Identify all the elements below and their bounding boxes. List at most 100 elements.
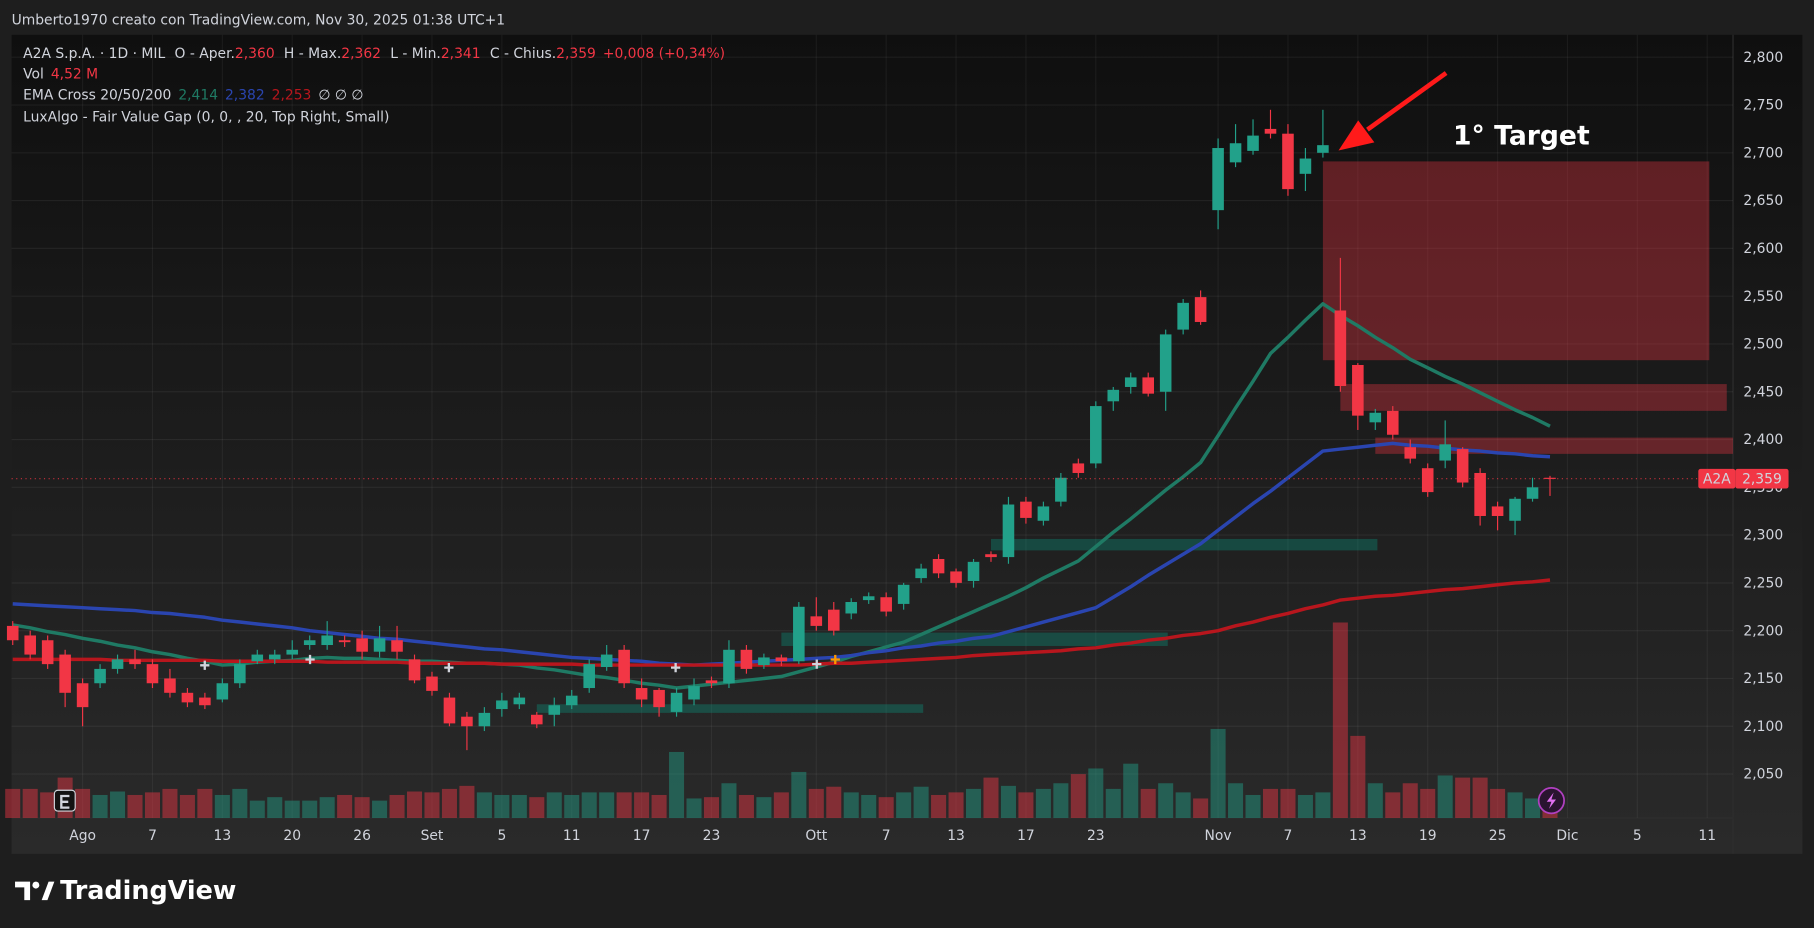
candle-body	[583, 664, 595, 689]
volume-bar	[826, 786, 842, 819]
cross-signal	[305, 654, 315, 665]
cross-signal	[812, 659, 822, 669]
candle-body	[705, 680, 718, 684]
candle-body	[758, 657, 770, 666]
candle-body	[1002, 504, 1015, 558]
candle-body	[199, 697, 211, 706]
volume-bar	[127, 794, 143, 819]
y-tick-label: 2,200	[1743, 623, 1783, 639]
y-tick-label: 2,700	[1743, 145, 1783, 161]
volume-bar	[232, 788, 248, 819]
price-label-box	[1698, 468, 1736, 489]
candle-body	[1212, 148, 1224, 211]
x-tick-label: 19	[1419, 828, 1437, 844]
candle-body	[740, 649, 753, 669]
candle-body	[1247, 135, 1259, 151]
volume-bar	[284, 800, 300, 819]
volume-bar	[1297, 794, 1313, 819]
brand-logo	[15, 881, 55, 901]
x-tick-label: 5	[497, 828, 506, 844]
candle-body	[775, 657, 788, 662]
volume-bar	[1455, 777, 1471, 819]
volume-bar	[1490, 788, 1506, 819]
fair-value-gap	[990, 538, 1378, 551]
x-tick-label: 25	[1489, 828, 1507, 844]
volume-bar	[441, 788, 457, 819]
candle-body	[24, 635, 36, 655]
legend-line: A2A S.p.A. · 1D · MIL O - Aper.2,360 H - M…	[23, 46, 725, 62]
candle-body	[303, 640, 316, 646]
logo-glyph	[15, 881, 31, 901]
ohlc-label: O - Aper.	[174, 46, 234, 62]
volume-bar	[721, 783, 737, 819]
volume-bar	[197, 788, 213, 819]
volume-bar	[1088, 768, 1104, 819]
legend-line: EMA Cross 20/50/200 2,414 2,382 2,253 ∅ ∅ ∅	[23, 88, 363, 104]
chart-panel	[11, 34, 1803, 854]
symbol: A2A S.p.A. · 1D · MIL	[23, 46, 165, 62]
volume-bar	[1105, 788, 1121, 819]
candle-body	[1369, 412, 1382, 423]
volume-bar	[1158, 783, 1174, 819]
ema-value: 2,253	[272, 88, 312, 104]
candle-body	[94, 668, 106, 684]
volume-bar	[1420, 788, 1436, 819]
ohlc-value: 2,359	[556, 46, 596, 62]
candle-body	[338, 640, 351, 643]
badge-icon	[1546, 792, 1557, 809]
volume-bar	[983, 777, 999, 819]
candle-body	[723, 649, 735, 684]
cross-signal	[200, 660, 210, 670]
candle-body	[408, 659, 421, 681]
volume-bar	[1280, 788, 1296, 819]
volume-bar	[1472, 777, 1488, 819]
candle-body	[443, 697, 456, 724]
candle-body	[1299, 158, 1312, 174]
candle-body	[1020, 501, 1032, 518]
x-tick-label: 17	[1017, 828, 1035, 844]
volume-bar	[616, 792, 632, 819]
volume-bar	[249, 800, 265, 819]
ohlc-value: 2,362	[341, 46, 381, 62]
candle-body	[1037, 506, 1050, 521]
volume-bar	[913, 786, 929, 819]
y-tick-label: 2,500	[1743, 337, 1783, 353]
arrow-head	[1338, 120, 1375, 151]
x-tick-label: 13	[214, 828, 232, 844]
volume-bar	[1053, 783, 1069, 819]
ema-extra: ∅ ∅ ∅	[318, 88, 363, 104]
candle-body	[810, 616, 823, 626]
volume-bar	[686, 798, 702, 819]
volume-bar	[337, 794, 353, 819]
volume-bar	[144, 792, 160, 819]
candle-body	[915, 568, 927, 579]
price-label-box	[1735, 468, 1789, 489]
price-label-value: 2,359	[1742, 471, 1782, 487]
volume-bar	[1437, 775, 1453, 819]
x-tick-label: 26	[353, 828, 371, 844]
volume-bar	[389, 794, 405, 819]
cross-signal	[444, 662, 454, 673]
earnings-badge[interactable]	[53, 789, 76, 812]
legend-line: LuxAlgo - Fair Value Gap (0, 0, , 20, To…	[23, 110, 389, 126]
volume-bar	[1140, 788, 1156, 819]
volume-bar	[703, 797, 720, 819]
volume-bar	[756, 797, 772, 819]
candle-body	[967, 561, 980, 581]
candle-body	[1194, 297, 1207, 322]
volume-bar	[878, 797, 894, 819]
candle-body	[845, 602, 858, 614]
volume-bar	[92, 794, 108, 819]
volume-bar	[1035, 788, 1051, 819]
y-tick-label: 2,800	[1743, 50, 1783, 66]
candle-body	[356, 638, 368, 652]
alert-badge[interactable]	[1537, 787, 1565, 815]
volume-bar	[1228, 783, 1244, 819]
change: +0,008 (+0,34%)	[603, 46, 725, 62]
x-tick-label: 11	[1698, 828, 1716, 844]
candle-body	[146, 664, 159, 684]
candle-body	[129, 659, 141, 665]
volume-bar	[1367, 783, 1383, 819]
ohlc-label: C - Chius.	[490, 46, 556, 62]
candle-body	[286, 649, 299, 655]
